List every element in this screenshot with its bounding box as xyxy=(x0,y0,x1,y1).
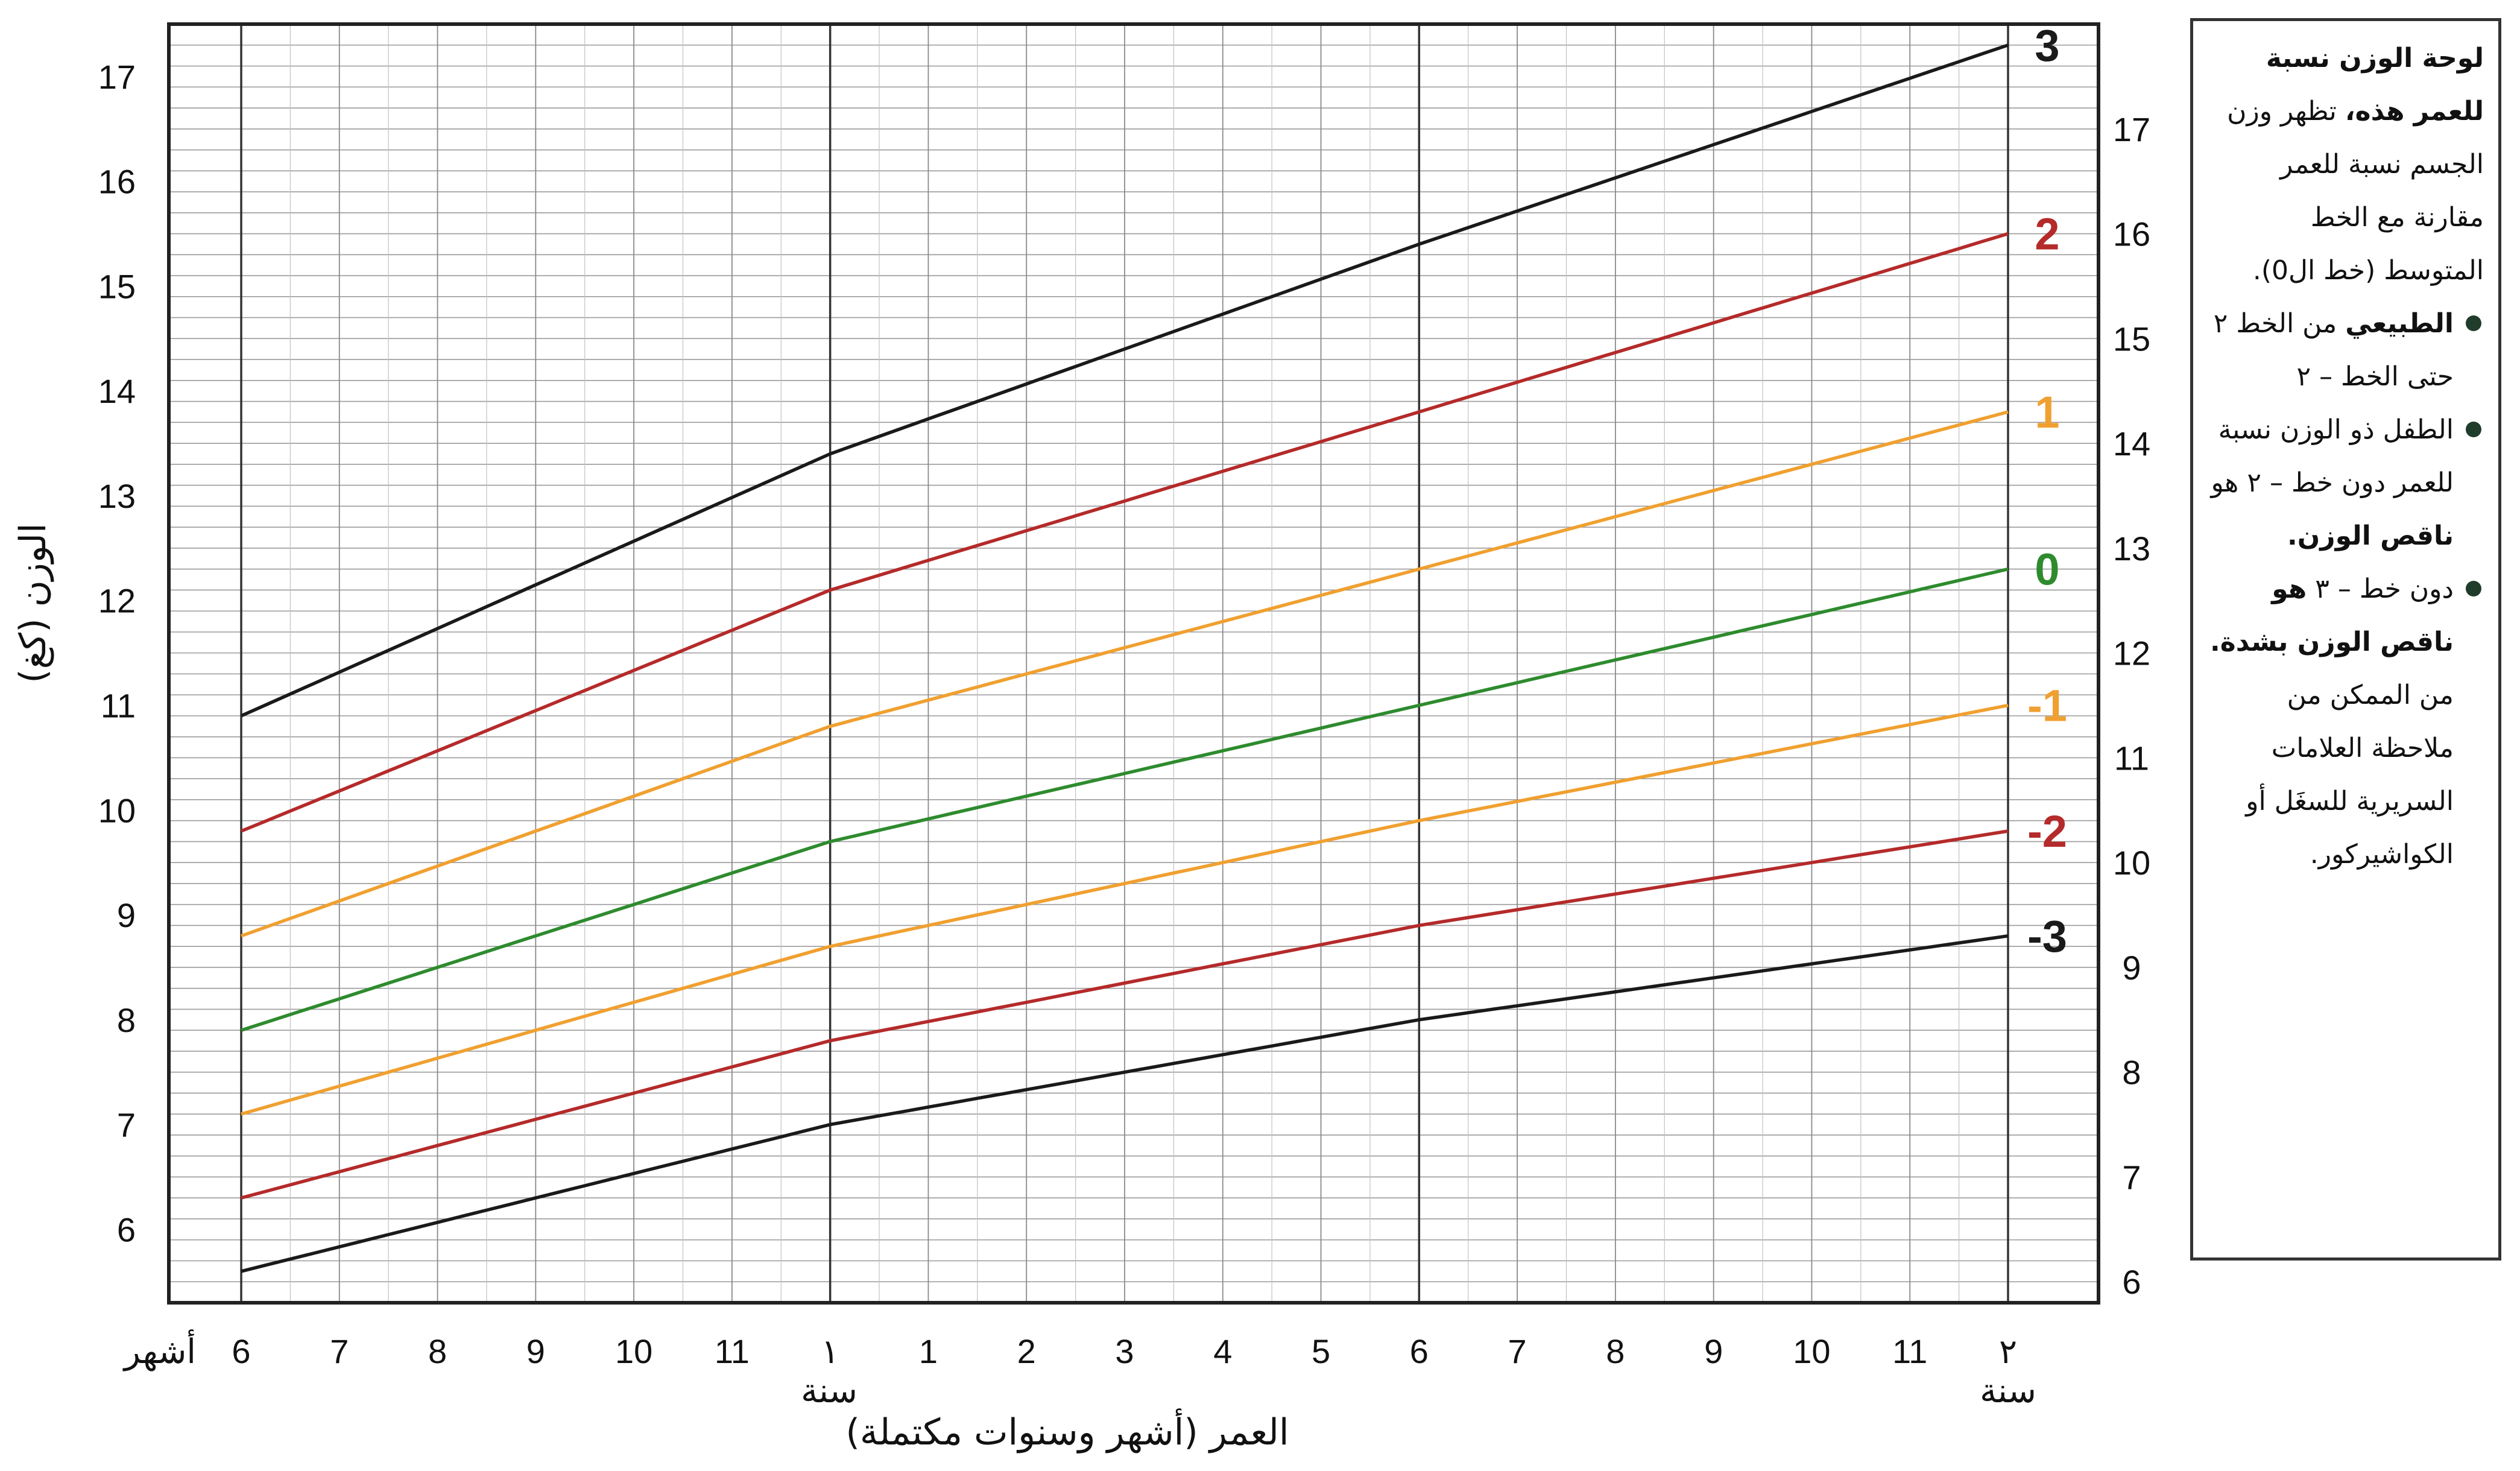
x-unit-year-1: سنة xyxy=(801,1371,857,1409)
y-tick-right: 16 xyxy=(2113,215,2150,253)
x-tick: 1 xyxy=(919,1332,938,1370)
y-tick-left: 7 xyxy=(117,1106,136,1144)
y-tick-right: 17 xyxy=(2113,110,2150,148)
series-label-0: 0 xyxy=(2035,545,2059,595)
x-tick: 4 xyxy=(1213,1332,1232,1370)
x-axis: 6 7 8 9 10 11 ١ 1 2 3 4 5 6 7 8 9 10 11 ٢ xyxy=(232,1332,2017,1370)
x-tick: 5 xyxy=(1312,1332,1330,1370)
series-lines xyxy=(240,43,2009,1273)
x-tick: 3 xyxy=(1115,1332,1134,1370)
y-tick-right: 15 xyxy=(2113,320,2150,358)
plot-frame xyxy=(167,22,2100,1305)
series-line--3 xyxy=(241,934,2009,1273)
x-tick: 6 xyxy=(232,1332,250,1370)
y-tick-left: 17 xyxy=(98,58,136,96)
series-line--1 xyxy=(241,703,2009,1116)
y-tick-right: 12 xyxy=(2113,634,2150,672)
y-tick-right: 11 xyxy=(2114,739,2149,777)
y-tick-left: 6 xyxy=(117,1210,136,1248)
bullet-normal-text: من الخط ٢ حتى الخط – ٢ xyxy=(2213,308,2454,392)
bullet-underweight-bold: ناقص الوزن. xyxy=(2287,520,2454,551)
series-label-1: 1 xyxy=(2035,387,2059,437)
bullet-severe-bold: هو ناقص الوزن بشدة. xyxy=(2210,574,2454,657)
y-tick-left: 13 xyxy=(98,477,136,515)
series-label--1: -1 xyxy=(2027,681,2067,731)
y-tick-left: 8 xyxy=(117,1001,136,1039)
y-axis-title: الوزن (كغ) xyxy=(12,523,54,683)
x-tick: ٢ xyxy=(1999,1332,2017,1370)
x-tick: 8 xyxy=(1606,1332,1625,1370)
series-line--2 xyxy=(241,829,2009,1200)
x-tick: 9 xyxy=(1704,1332,1723,1370)
bullet-normal-bold: الطبيعي xyxy=(2345,308,2454,339)
bullet-severe: دون خط – ٣ هو ناقص الوزن بشدة. من الممكن… xyxy=(2208,563,2484,881)
x-tick: 7 xyxy=(1508,1332,1527,1370)
series-label-2: 2 xyxy=(2035,209,2059,259)
x-unit-months: أشهر xyxy=(122,1329,196,1371)
x-tick: 6 xyxy=(1410,1332,1429,1370)
series-label--2: -2 xyxy=(2027,806,2067,856)
bullet-list: الطبيعي من الخط ٢ حتى الخط – ٢ الطفل ذو … xyxy=(2208,297,2484,881)
bullet-severe-rest: من الممكن من ملاحظة العلامات السريرية لل… xyxy=(2246,680,2454,870)
x-tick: 11 xyxy=(1892,1332,1927,1370)
series-labels: 3 2 1 0 -1 -2 -3 xyxy=(2027,21,2067,961)
y-tick-right: 13 xyxy=(2113,530,2150,568)
series-line-2 xyxy=(240,232,2009,833)
x-tick: 7 xyxy=(330,1332,349,1370)
bullet-underweight-text: الطفل ذو الوزن نسبة للعمر دون خط – ٢ هو xyxy=(2211,414,2454,498)
y-tick-right: 6 xyxy=(2122,1263,2141,1301)
grid xyxy=(169,24,2098,1303)
y-tick-left: 14 xyxy=(98,372,136,410)
y-tick-right: 14 xyxy=(2113,425,2150,463)
bullet-severe-text: دون خط – ٣ xyxy=(2315,574,2454,604)
x-tick: 8 xyxy=(428,1332,447,1370)
y-tick-right: 9 xyxy=(2122,949,2141,987)
x-tick: 9 xyxy=(526,1332,545,1370)
x-axis-title: العمر (أشهر وسنوات مكتملة) xyxy=(845,1408,1289,1454)
y-tick-left: 15 xyxy=(98,267,136,305)
series-label-3: 3 xyxy=(2035,21,2059,71)
series-line-3 xyxy=(240,43,2009,718)
y-axis-right: 6 7 8 9 10 11 12 13 14 15 16 17 xyxy=(2113,110,2150,1301)
x-tick: 10 xyxy=(615,1332,652,1370)
bullet-underweight: الطفل ذو الوزن نسبة للعمر دون خط – ٢ هو … xyxy=(2208,403,2484,563)
series-line-0 xyxy=(241,567,2009,1032)
y-tick-left: 10 xyxy=(98,791,136,829)
y-tick-right: 10 xyxy=(2113,844,2150,882)
x-tick: 10 xyxy=(1793,1332,1830,1370)
y-tick-left: 16 xyxy=(98,163,136,201)
y-tick-left: 12 xyxy=(98,582,136,620)
y-axis-left: 6 7 8 9 10 11 12 13 14 15 16 17 xyxy=(98,58,136,1248)
x-tick: 2 xyxy=(1017,1332,1036,1370)
intro-bold-text: لوحة الوزن نسبة للعمر هذه، xyxy=(2266,43,2484,127)
x-tick: ١ xyxy=(821,1332,839,1370)
series-line-1 xyxy=(241,410,2009,938)
y-tick-right: 8 xyxy=(2122,1054,2141,1092)
x-tick: 11 xyxy=(715,1332,750,1370)
y-tick-right: 7 xyxy=(2122,1158,2141,1196)
series-label--3: -3 xyxy=(2027,911,2067,961)
info-panel: لوحة الوزن نسبة للعمر هذه، تظهر وزن الجس… xyxy=(2190,18,2501,1261)
intro-text: تظهر وزن الجسم نسبة للعمر مقارنة مع الخط… xyxy=(2227,96,2484,286)
bullet-normal: الطبيعي من الخط ٢ حتى الخط – ٢ xyxy=(2208,297,2484,403)
y-tick-left: 9 xyxy=(117,896,136,934)
y-tick-left: 11 xyxy=(101,687,136,725)
x-unit-year-2: سنة xyxy=(1980,1371,2036,1409)
